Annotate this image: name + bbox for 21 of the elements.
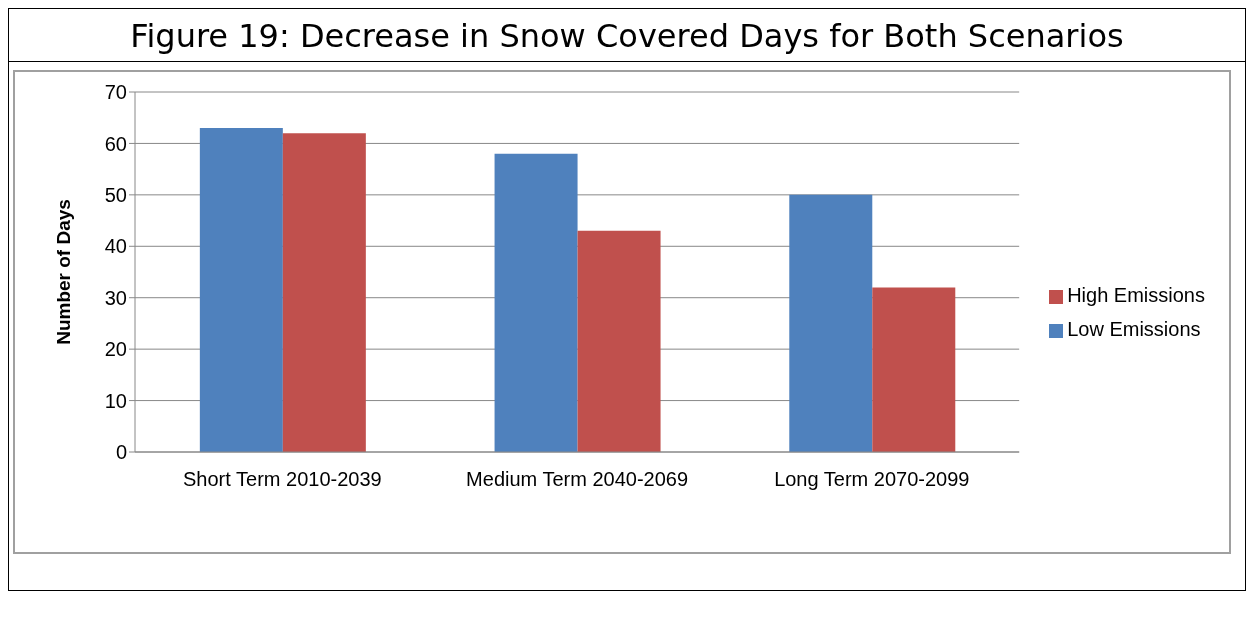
y-tick-label: 40 [104,235,127,258]
y-tick-label: 70 [104,81,127,104]
y-axis-title: Number of Days [52,199,74,345]
bar [494,153,578,452]
y-tick-label: 0 [115,441,127,464]
bar [577,230,661,452]
chart-title: Figure 19: Decrease in Snow Covered Days for Both Scenarios [9,9,1245,62]
y-tick-label: 10 [104,389,127,412]
bar [872,287,956,452]
x-tick-label: Medium Term 2040-2069 [466,468,689,491]
bar [199,128,283,452]
y-tick-label: 20 [104,338,127,361]
bar [789,194,873,452]
legend-label: High Emissions [1067,284,1205,306]
x-tick-label: Long Term 2070-2099 [774,468,970,491]
y-tick-label: 50 [104,183,127,206]
y-tick-label: 30 [104,286,127,309]
x-tick-label: Short Term 2010-2039 [183,468,382,491]
bar [282,133,366,452]
legend-label: Low Emissions [1067,318,1201,340]
y-tick-label: 60 [104,132,127,155]
